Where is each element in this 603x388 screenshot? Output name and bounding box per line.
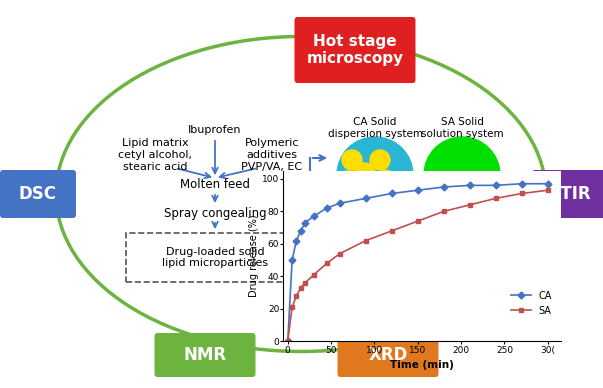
Text: DSC: DSC: [19, 185, 57, 203]
Text: Hot stage
microscopy: Hot stage microscopy: [306, 34, 403, 66]
FancyBboxPatch shape: [0, 170, 76, 218]
CA: [297, 229, 305, 233]
Text: FTIR: FTIR: [549, 185, 591, 203]
SA: [284, 339, 291, 344]
Circle shape: [375, 170, 395, 190]
SA: [323, 261, 330, 266]
CA: [466, 183, 473, 188]
CA: [293, 238, 300, 243]
Text: Drug-loaded solid
lipid microparticles: Drug-loaded solid lipid microparticles: [162, 247, 268, 268]
FancyBboxPatch shape: [294, 17, 415, 83]
CA: [388, 191, 396, 196]
Text: Molten feed: Molten feed: [180, 178, 250, 192]
SA: [544, 188, 551, 192]
Text: XRD: XRD: [368, 346, 408, 364]
Circle shape: [338, 171, 358, 191]
SA: [440, 209, 447, 214]
CA: [414, 188, 421, 192]
SA: [297, 286, 305, 290]
CA: [440, 185, 447, 189]
Circle shape: [342, 150, 362, 170]
Text: Polymeric
additives
PVP/VA, EC: Polymeric additives PVP/VA, EC: [241, 139, 303, 171]
Text: CA Solid
dispersion system: CA Solid dispersion system: [327, 117, 423, 139]
SA: [414, 219, 421, 223]
Circle shape: [355, 163, 375, 183]
Text: Ibuprofen: Ibuprofen: [188, 125, 242, 135]
Text: Lipid matrix
cetyl alcohol,
stearic acid: Lipid matrix cetyl alcohol, stearic acid: [118, 139, 192, 171]
SA: [288, 305, 295, 310]
Legend: CA, SA: CA, SA: [508, 287, 556, 319]
FancyBboxPatch shape: [338, 333, 438, 377]
Text: NMR: NMR: [183, 346, 227, 364]
FancyBboxPatch shape: [126, 233, 305, 282]
SA: [310, 272, 317, 277]
Text: SA Solid
solution system: SA Solid solution system: [421, 117, 504, 139]
CA: [323, 206, 330, 210]
CA: [284, 339, 291, 344]
SA: [293, 294, 300, 298]
X-axis label: Time (min): Time (min): [390, 360, 454, 370]
CA: [302, 220, 309, 225]
CA: [362, 196, 370, 201]
SA: [388, 229, 396, 233]
CA: [518, 182, 525, 186]
SA: [518, 191, 525, 196]
Line: SA: SA: [285, 188, 550, 344]
SA: [336, 251, 343, 256]
CA: [544, 182, 551, 186]
SA: [492, 196, 499, 201]
CA: [492, 183, 499, 188]
Text: Spray congealing: Spray congealing: [163, 208, 267, 220]
FancyBboxPatch shape: [532, 170, 603, 218]
SA: [466, 203, 473, 207]
Circle shape: [337, 137, 413, 213]
FancyBboxPatch shape: [154, 333, 256, 377]
CA: [336, 201, 343, 206]
Circle shape: [370, 150, 390, 170]
SA: [302, 281, 309, 285]
CA: [310, 214, 317, 218]
CA: [288, 258, 295, 262]
Y-axis label: Drug release (%): Drug release (%): [249, 215, 259, 297]
Line: CA: CA: [285, 181, 550, 344]
Circle shape: [424, 137, 500, 213]
SA: [362, 238, 370, 243]
